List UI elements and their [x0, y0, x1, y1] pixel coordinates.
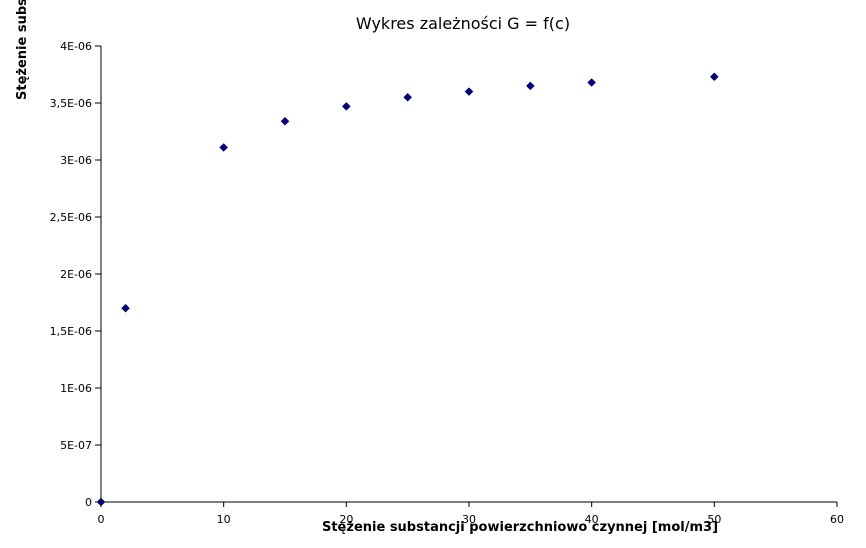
data-point [341, 102, 351, 111]
y-tick-label: 2,5E-06 [50, 211, 92, 224]
x-ticks: 0 10 20 30 40 50 60 [98, 502, 844, 526]
y-tick-label: 3,5E-06 [50, 97, 92, 110]
data-point [525, 81, 535, 91]
x-tick-label: 10 [217, 513, 231, 526]
y-tick-label: 5E-07 [60, 439, 92, 452]
y-tick-label: 1,5E-06 [50, 325, 92, 338]
data-point [96, 497, 106, 507]
y-axis-title: Stężenie subs [15, 0, 30, 100]
x-tick-label: 0 [98, 513, 105, 526]
y-tick-label: 3E-06 [60, 154, 92, 167]
x-tick-label: 50 [707, 513, 721, 526]
x-tick-label: 60 [830, 513, 844, 526]
y-tick-label: 4E-06 [60, 40, 92, 53]
y-tick-label: 2E-06 [60, 268, 92, 281]
data-point [709, 72, 719, 82]
data-point [403, 92, 413, 102]
y-tick-label: 0 [85, 496, 92, 509]
data-point [219, 143, 229, 152]
y-tick-label: 1E-06 [60, 382, 92, 395]
data-point [464, 87, 474, 96]
data-point [587, 78, 597, 87]
x-tick-label: 40 [585, 513, 599, 526]
data-point [121, 303, 130, 313]
axes [100, 46, 837, 503]
chart-title: Wykres zależności G = f(c) [356, 14, 570, 33]
data-point [280, 116, 290, 126]
y-ticks: 0 5E-07 1E-06 1,5E-06 2E-06 2,5E-06 3E-06 3,5E-… [50, 40, 101, 509]
data-points [96, 72, 719, 507]
x-tick-label: 30 [462, 513, 476, 526]
x-tick-label: 20 [339, 513, 353, 526]
x-axis-title: Stężenie substancji powierzchniowo czynn… [322, 520, 718, 535]
